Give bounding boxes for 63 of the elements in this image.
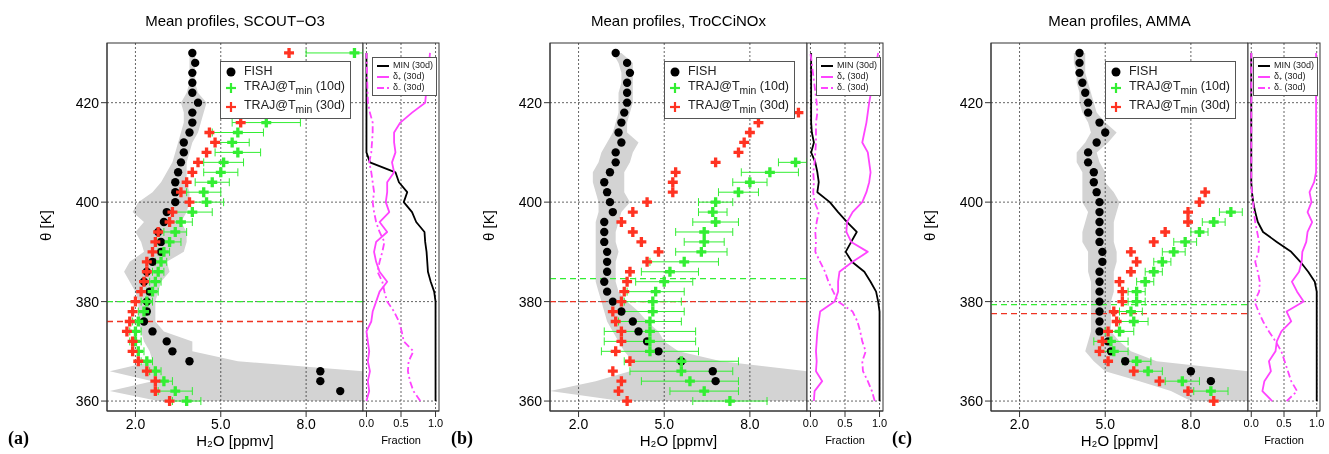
legend-label: TRAJ@T$_{min}$ (30d) [1128,97,1230,116]
x-tick-label: 0.0 [358,416,375,429]
legend-label: δ₋ (30d) [836,82,869,93]
y-tick-label: 360 [518,393,543,410]
y-axis-title: θ [K] [479,209,497,243]
x-tick-label: 5.0 [1095,415,1116,432]
x-tick-label: 2.0 [1009,415,1030,432]
legend-label: TRAJ@T$_{min}$ (30d) [243,97,345,116]
chart-title: Mean profiles, TroCCiNOx [589,12,768,29]
legend-label: δ₊ (30d) [1273,71,1306,82]
x-tick-label: 0.0 [802,416,819,429]
y-tick-label: 360 [959,393,984,410]
legend-label: MIN (30d) [392,60,433,71]
y-tick-label: 360 [75,393,100,410]
legend-label: δ₊ (30d) [392,71,425,82]
text: (c) [892,428,912,449]
x-axis-title: H₂O [ppmv] [195,432,275,449]
x-tick-label: 1.0 [1309,416,1325,429]
legend-label: FISH [1128,64,1158,79]
y-tick-label: 400 [75,194,100,211]
y-tick-label: 380 [518,293,543,310]
x-tick-label: 0.0 [1243,416,1259,429]
x-tick-label: 1.0 [871,416,888,429]
x-tick-label: 0.5 [837,416,853,429]
chart-title: Mean profiles, SCOUT−O3 [144,12,326,29]
legend-label: δ₋ (30d) [1273,82,1306,93]
x-axis-title: Fraction [381,434,421,446]
legend-label: MIN (30d) [1273,60,1314,71]
x-axis-title: H₂O [ppmv] [1080,432,1159,449]
legend-label: δ₊ (30d) [836,71,869,82]
legend-label: FISH [243,64,273,79]
y-tick-label: 380 [75,293,100,310]
x-tick-label: 2.0 [568,415,589,432]
x-tick-label: 0.5 [393,416,409,429]
x-axis-title: Fraction [825,434,865,446]
x-tick-label: 5.0 [654,415,675,432]
y-tick-label: 400 [518,194,543,211]
x-axis-title: Fraction [1263,434,1305,446]
x-tick-label: 0.5 [1276,416,1292,429]
text: (b) [451,428,473,449]
y-tick-label: 420 [75,94,100,111]
y-tick-label: 420 [959,94,984,111]
chart-title: Mean profiles, AMMA [1047,12,1192,29]
legend-label: MIN (30d) [836,60,877,71]
x-tick-label: 1.0 [427,416,444,429]
x-tick-label: 5.0 [211,415,231,432]
x-tick-label: 8.0 [1181,415,1201,432]
y-axis-title: θ [K] [920,209,938,243]
y-tick-label: 380 [959,293,984,310]
x-tick-label: 8.0 [296,415,317,432]
y-tick-label: 400 [959,194,984,211]
x-tick-label: 2.0 [125,415,146,432]
y-axis-title: θ [K] [36,209,54,243]
legend-label: FISH [687,64,717,79]
legend-label: δ₋ (30d) [392,82,425,93]
x-tick-label: 8.0 [740,415,760,432]
legend-label: TRAJ@T$_{min}$ (10d) [1128,79,1230,98]
legend-label: TRAJ@T$_{min}$ (10d) [243,79,345,98]
x-axis-title: H₂O [ppmv] [638,432,719,449]
y-tick-label: 420 [518,94,543,111]
legend-label: TRAJ@T$_{min}$ (30d) [687,97,789,116]
text: (a) [8,428,29,449]
legend-label: TRAJ@T$_{min}$ (10d) [687,79,789,98]
